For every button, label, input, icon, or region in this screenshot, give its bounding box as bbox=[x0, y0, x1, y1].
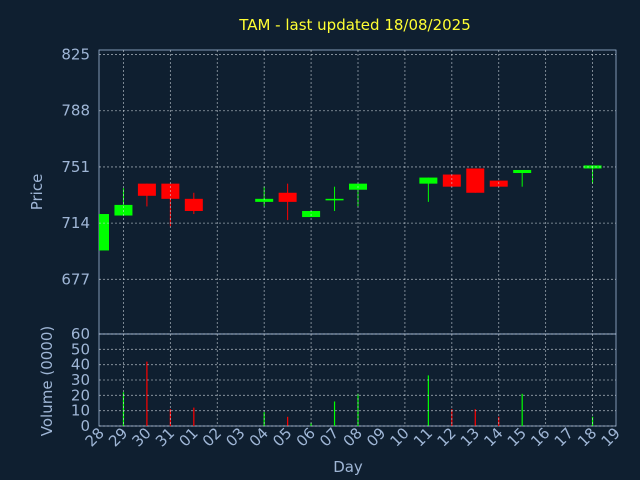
candle-body bbox=[442, 174, 461, 187]
x-tick-label: 14 bbox=[480, 424, 506, 450]
x-tick-label: 09 bbox=[363, 424, 389, 450]
volume-bar bbox=[591, 416, 594, 426]
volume-bar bbox=[357, 393, 359, 426]
x-tick-label: 13 bbox=[457, 424, 483, 450]
x-tick-label: 11 bbox=[410, 424, 436, 450]
candle-body bbox=[466, 168, 485, 193]
y-tick-label: 825 bbox=[61, 46, 90, 64]
volume-bar bbox=[122, 392, 125, 426]
candle-body bbox=[278, 192, 297, 202]
volume-bar bbox=[310, 422, 312, 426]
y2-tick-label: 0 bbox=[80, 417, 90, 435]
candle-body bbox=[137, 183, 156, 196]
volume-bar bbox=[146, 361, 148, 426]
x-tick-label: 02 bbox=[199, 424, 225, 450]
x-tick-label: 15 bbox=[504, 424, 530, 450]
volume-bar bbox=[474, 409, 476, 426]
x-tick-label: 03 bbox=[222, 424, 248, 450]
volume-plot bbox=[122, 361, 594, 426]
x-tick-label: 12 bbox=[433, 424, 459, 450]
y2-tick-label: 50 bbox=[71, 340, 90, 358]
y2-tick-label: 60 bbox=[71, 325, 90, 343]
x-tick-label: 10 bbox=[387, 424, 413, 450]
volume-bar bbox=[169, 409, 171, 426]
candle-body bbox=[419, 177, 438, 184]
volume-bar bbox=[193, 407, 195, 426]
volume-bar bbox=[287, 416, 289, 426]
y-tick-label: 751 bbox=[61, 158, 90, 176]
x-tick-label: 07 bbox=[316, 424, 342, 450]
x-tick-label: 06 bbox=[293, 424, 319, 450]
volume-bar bbox=[521, 393, 523, 426]
chart-title: TAM - last updated 18/08/2025 bbox=[238, 16, 471, 34]
candle-body bbox=[99, 214, 109, 251]
x-tick-label: 16 bbox=[527, 424, 553, 450]
y2-tick-label: 30 bbox=[71, 371, 90, 389]
x-axis-label: Day bbox=[333, 458, 363, 476]
x-tick-label: 17 bbox=[551, 424, 577, 450]
volume-bar bbox=[333, 401, 336, 426]
x-tick-label: 18 bbox=[574, 424, 600, 450]
y-tick-label: 714 bbox=[61, 214, 90, 232]
y-tick-label: 677 bbox=[61, 270, 90, 288]
x-tick-label: 08 bbox=[340, 424, 366, 450]
candle-body bbox=[513, 169, 532, 174]
candle-body bbox=[255, 198, 274, 202]
candle-body bbox=[184, 198, 203, 211]
x-tick-label: 04 bbox=[246, 424, 272, 450]
x-tick-label: 29 bbox=[105, 424, 131, 450]
x-tick-label: 01 bbox=[175, 424, 201, 450]
y2-tick-label: 10 bbox=[71, 402, 90, 420]
volume-bar bbox=[498, 416, 500, 426]
candle-body bbox=[325, 198, 344, 201]
y-axis-label: Price bbox=[28, 174, 46, 211]
volume-bar bbox=[427, 375, 429, 426]
x-tick-label: 30 bbox=[129, 424, 155, 450]
y2-tick-label: 20 bbox=[71, 386, 90, 404]
y2-tick-label: 40 bbox=[71, 356, 90, 374]
volume-bar bbox=[451, 409, 453, 426]
x-tick-label: 05 bbox=[269, 424, 295, 450]
x-tick-label: 19 bbox=[598, 424, 624, 450]
y2-axis-label: Volume (0000) bbox=[38, 326, 56, 436]
y-tick-label: 788 bbox=[61, 102, 90, 120]
x-tick-label: 31 bbox=[152, 424, 178, 450]
price-plot bbox=[99, 165, 602, 251]
